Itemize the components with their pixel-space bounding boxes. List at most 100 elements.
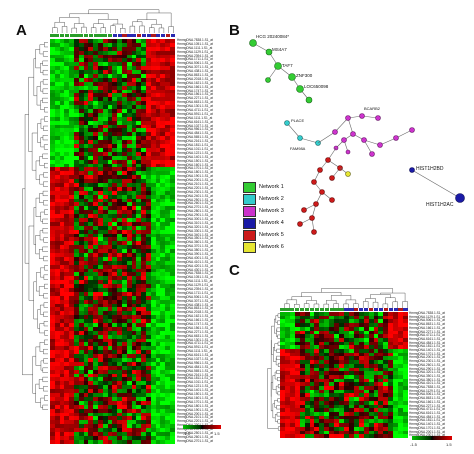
row-label: HmmgDNA.7838.1.S1_at bbox=[409, 311, 445, 315]
heatmap-cell bbox=[97, 39, 103, 43]
heatmap-cell bbox=[398, 386, 404, 390]
heatmap-cell bbox=[107, 70, 113, 75]
heatmap-cell bbox=[69, 163, 74, 168]
heatmap-cell bbox=[165, 155, 170, 160]
heatmap-cell bbox=[388, 319, 394, 324]
heatmap-cell bbox=[169, 210, 175, 215]
heatmap-cell bbox=[309, 430, 315, 435]
heatmap-cell bbox=[78, 369, 84, 374]
heatmap-cell bbox=[136, 175, 142, 180]
heatmap-cell bbox=[102, 140, 108, 145]
heatmap-cell bbox=[165, 264, 170, 269]
heatmap-cell bbox=[348, 371, 354, 375]
heatmap-cell bbox=[97, 140, 103, 145]
row-label: HmmgDNA.1601.1.S1_at bbox=[177, 162, 213, 167]
heatmap-cell bbox=[373, 315, 379, 320]
heatmap-cell bbox=[284, 419, 290, 424]
heatmap-cell bbox=[121, 217, 127, 222]
heatmap-cell bbox=[93, 303, 98, 308]
heatmap-cell bbox=[50, 101, 55, 106]
heatmap-cell bbox=[319, 389, 325, 394]
heatmap-cell bbox=[107, 381, 113, 386]
heatmap-cell bbox=[112, 147, 118, 152]
heatmap-cell bbox=[339, 426, 344, 431]
heatmap-cell bbox=[54, 206, 60, 211]
heatmap-cell bbox=[78, 284, 84, 288]
heatmap-cell bbox=[73, 233, 79, 238]
heatmap-cell bbox=[169, 408, 175, 413]
heatmap-cell bbox=[50, 186, 55, 191]
panel-a-colorbar-max: 1.5 bbox=[214, 431, 220, 436]
heatmap-cell bbox=[339, 371, 344, 375]
heatmap-cell bbox=[117, 163, 122, 168]
heatmap-cell bbox=[107, 58, 113, 63]
heatmap-cell bbox=[50, 424, 55, 429]
heatmap-cell bbox=[78, 109, 84, 113]
heatmap-cell bbox=[73, 315, 79, 320]
heatmap-cell bbox=[78, 276, 84, 281]
dendrogram-branch bbox=[132, 21, 143, 27]
heatmap-cell bbox=[314, 423, 320, 427]
heatmap-cell bbox=[121, 358, 127, 362]
heatmap-cell bbox=[126, 39, 132, 43]
heatmap-cell bbox=[136, 194, 142, 199]
heatmap-cell bbox=[141, 70, 146, 75]
heatmap-cell bbox=[299, 315, 305, 320]
heatmap-cell bbox=[54, 112, 60, 117]
heatmap-cell bbox=[373, 397, 379, 401]
heatmap-cell bbox=[102, 74, 108, 78]
heatmap-cell bbox=[299, 360, 305, 364]
heatmap-cell bbox=[373, 400, 379, 405]
heatmap-cell bbox=[169, 93, 175, 98]
row-label: HmmgDNA.1301.1.S1_at bbox=[177, 337, 213, 342]
heatmap-cell bbox=[78, 62, 84, 67]
heatmap-cell bbox=[280, 326, 285, 331]
heatmap-cell bbox=[121, 373, 127, 378]
heatmap-cell bbox=[59, 206, 65, 211]
heatmap-cell bbox=[50, 58, 55, 63]
heatmap-cell bbox=[97, 428, 103, 432]
heatmap-cell bbox=[73, 186, 79, 191]
dendrogram-branch bbox=[43, 321, 48, 327]
heatmap-cell bbox=[126, 50, 132, 55]
heatmap-cell bbox=[121, 334, 127, 339]
dendrogram-branch bbox=[139, 25, 145, 33]
heatmap-cell bbox=[145, 256, 151, 261]
heatmap-cell bbox=[131, 245, 137, 250]
heatmap-cell bbox=[69, 50, 74, 55]
heatmap-cell bbox=[169, 58, 175, 63]
heatmap-cell bbox=[131, 167, 137, 172]
heatmap-cell bbox=[131, 330, 137, 335]
heatmap-cell bbox=[88, 163, 94, 168]
heatmap-cell bbox=[169, 260, 175, 265]
heatmap-cell bbox=[97, 136, 103, 141]
heatmap-cell bbox=[59, 116, 65, 121]
heatmap-cell bbox=[145, 276, 151, 281]
heatmap-cell bbox=[388, 374, 394, 379]
heatmap-cell bbox=[169, 159, 175, 164]
heatmap-cell bbox=[136, 77, 142, 82]
dendrogram-branch bbox=[44, 339, 48, 345]
sample-marker bbox=[309, 308, 315, 311]
heatmap-cell bbox=[117, 214, 122, 218]
heatmap-cell bbox=[83, 198, 89, 203]
heatmap-cell bbox=[69, 77, 74, 82]
heatmap-cell bbox=[294, 334, 300, 338]
heatmap-cell bbox=[136, 89, 142, 94]
heatmap-cell bbox=[121, 50, 127, 55]
heatmap-cell bbox=[165, 323, 170, 327]
heatmap-cell bbox=[97, 46, 103, 51]
heatmap-cell bbox=[358, 356, 364, 361]
heatmap-cell bbox=[358, 411, 364, 416]
heatmap-cell bbox=[121, 377, 127, 382]
heatmap-cell bbox=[93, 206, 98, 211]
heatmap-cell bbox=[284, 389, 290, 394]
heatmap-cell bbox=[83, 319, 89, 324]
heatmap-cell bbox=[64, 167, 70, 172]
heatmap-cell bbox=[107, 179, 113, 183]
heatmap-cell bbox=[289, 315, 295, 320]
heatmap-cell bbox=[107, 151, 113, 156]
heatmap-cell bbox=[117, 50, 122, 55]
heatmap-cell bbox=[73, 241, 79, 246]
heatmap-cell bbox=[78, 416, 84, 421]
